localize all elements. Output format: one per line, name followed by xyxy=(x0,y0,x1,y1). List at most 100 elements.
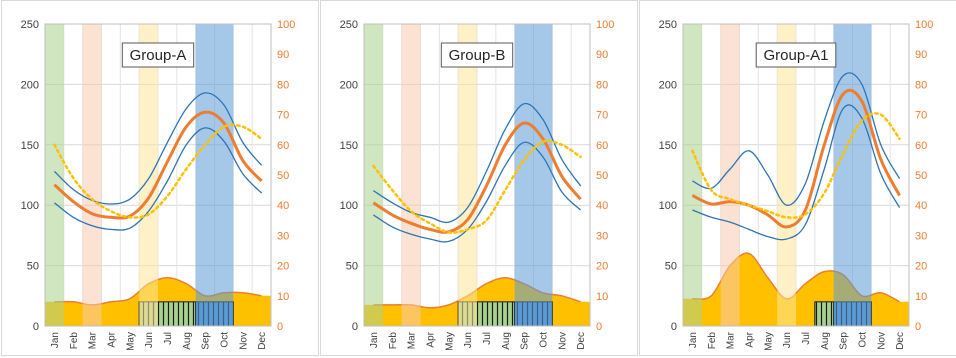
y-tick-label: 150 xyxy=(659,140,677,152)
y2-tick-label: 90 xyxy=(596,49,608,61)
y-tick-label: 0 xyxy=(33,321,39,333)
y2-tick-label: 40 xyxy=(596,200,608,212)
y-tick-label: 100 xyxy=(340,200,358,212)
x-tick-label: Mar xyxy=(88,331,99,349)
y2-tick-label: 70 xyxy=(915,110,927,122)
y-tick-label: 250 xyxy=(21,19,39,31)
y2-tick-label: 0 xyxy=(915,321,921,333)
y-tick-label: 200 xyxy=(659,79,677,91)
y2-tick-label: 40 xyxy=(915,200,927,212)
thin-line-series xyxy=(53,92,263,205)
y2-tick-label: 30 xyxy=(596,230,608,242)
sep-band xyxy=(833,24,872,326)
x-tick-label: Jan xyxy=(369,332,380,348)
y-tick-label: 150 xyxy=(340,140,358,152)
y-tick-label: 250 xyxy=(340,19,358,31)
chart-panel-2: 0 50 100 150 200 250 0 10 20 30 40 50 60 70 80 90 100 Jan… xyxy=(320,0,638,356)
chart-title-box xyxy=(440,42,514,68)
y2-tick-label: 60 xyxy=(915,140,927,152)
y-tick-label: 100 xyxy=(659,200,677,212)
y2-tick-label: 80 xyxy=(596,79,608,91)
jun-band xyxy=(139,24,158,326)
y-tick-label: 100 xyxy=(21,200,39,212)
x-tick-label: Sep xyxy=(201,332,212,350)
sep-band xyxy=(514,24,553,326)
dotted-line-series xyxy=(372,139,582,234)
y-tick-label: 0 xyxy=(352,321,358,333)
x-tick-label: Jun xyxy=(782,332,793,348)
y2-tick-label: 70 xyxy=(277,110,289,122)
y-tick-label: 200 xyxy=(21,79,39,91)
x-tick-label: Dec xyxy=(895,332,906,350)
y2-tick-label: 20 xyxy=(596,261,608,273)
y2-tick-label: 0 xyxy=(596,321,602,333)
jun-band xyxy=(777,24,796,326)
x-tick-label: Aug xyxy=(820,332,831,350)
thin-line-series xyxy=(373,102,582,224)
x-tick-label: May xyxy=(763,332,774,351)
chart-panel-3: 0 50 100 150 200 250 0 10 20 30 40 50 60 70 80 90 100 Jan… xyxy=(639,0,956,356)
y2-tick-label: 30 xyxy=(277,230,289,242)
y2-tick-label: 30 xyxy=(915,230,927,242)
jan-band xyxy=(364,24,383,326)
thin-line-series xyxy=(373,141,582,243)
chart-title: Group-B xyxy=(449,47,506,64)
x-tick-label: Jul xyxy=(163,332,174,345)
y2-tick-label: 80 xyxy=(277,79,289,91)
dotted-line-series xyxy=(53,123,263,219)
x-tick-label: Dec xyxy=(257,332,268,350)
chart-title: Group-A1 xyxy=(763,47,828,64)
y2-tick-label: 10 xyxy=(915,291,927,303)
x-tick-label: Jun xyxy=(144,332,155,348)
y-tick-label: 50 xyxy=(665,261,677,273)
y2-tick-label: 10 xyxy=(596,291,608,303)
x-tick-label: Aug xyxy=(501,332,512,350)
x-tick-label: Mar xyxy=(407,331,418,349)
x-tick-label: Feb xyxy=(69,332,80,350)
plot-area xyxy=(44,23,272,327)
x-tick-label: Aug xyxy=(182,332,193,350)
thin-line-series xyxy=(54,127,263,231)
x-tick-label: Sep xyxy=(520,332,531,350)
x-tick-label: Feb xyxy=(388,332,399,350)
chart-panel-1: 0 50 100 150 200 250 0 10 20 30 40 50 60 70 80 90 100 Jan… xyxy=(1,0,319,356)
y2-tick-label: 80 xyxy=(915,79,927,91)
y-tick-label: 250 xyxy=(659,19,677,31)
dotted-line-series xyxy=(691,112,901,219)
y-tick-label: 0 xyxy=(671,321,677,333)
x-tick-label: Apr xyxy=(425,331,436,347)
y-tick-label: 200 xyxy=(340,79,358,91)
y2-tick-label: 20 xyxy=(277,261,289,273)
green-hatched-box xyxy=(814,301,835,327)
jan-band xyxy=(683,24,702,326)
y-tick-label: 150 xyxy=(21,140,39,152)
x-tick-label: Apr xyxy=(744,331,755,347)
y2-tick-label: 20 xyxy=(915,261,927,273)
y2-tick-label: 90 xyxy=(277,49,289,61)
y2-tick-label: 50 xyxy=(277,170,289,182)
sep-band xyxy=(195,24,234,326)
x-tick-label: Nov xyxy=(876,332,887,350)
y2-tick-label: 100 xyxy=(596,19,614,31)
plot-area xyxy=(363,23,591,327)
thin-line-series xyxy=(692,72,901,206)
y2-tick-label: 60 xyxy=(596,140,608,152)
y2-tick-label: 50 xyxy=(596,170,608,182)
mar-band xyxy=(720,24,740,326)
x-tick-label: Oct xyxy=(538,332,549,348)
x-tick-label: Apr xyxy=(106,331,117,347)
x-tick-label: Jan xyxy=(688,332,699,348)
y2-tick-label: 60 xyxy=(277,140,289,152)
y2-tick-label: 40 xyxy=(277,200,289,212)
y-tick-label: 50 xyxy=(346,261,358,273)
chart-title-box xyxy=(121,42,195,68)
x-tick-label: Jan xyxy=(50,332,61,348)
y-tick-label: 50 xyxy=(27,261,39,273)
y2-tick-label: 0 xyxy=(277,321,283,333)
x-tick-label: Dec xyxy=(576,332,587,350)
x-tick-label: May xyxy=(444,332,455,351)
chart-title-box xyxy=(755,42,837,68)
y2-tick-label: 100 xyxy=(915,19,933,31)
y2-tick-label: 70 xyxy=(596,110,608,122)
